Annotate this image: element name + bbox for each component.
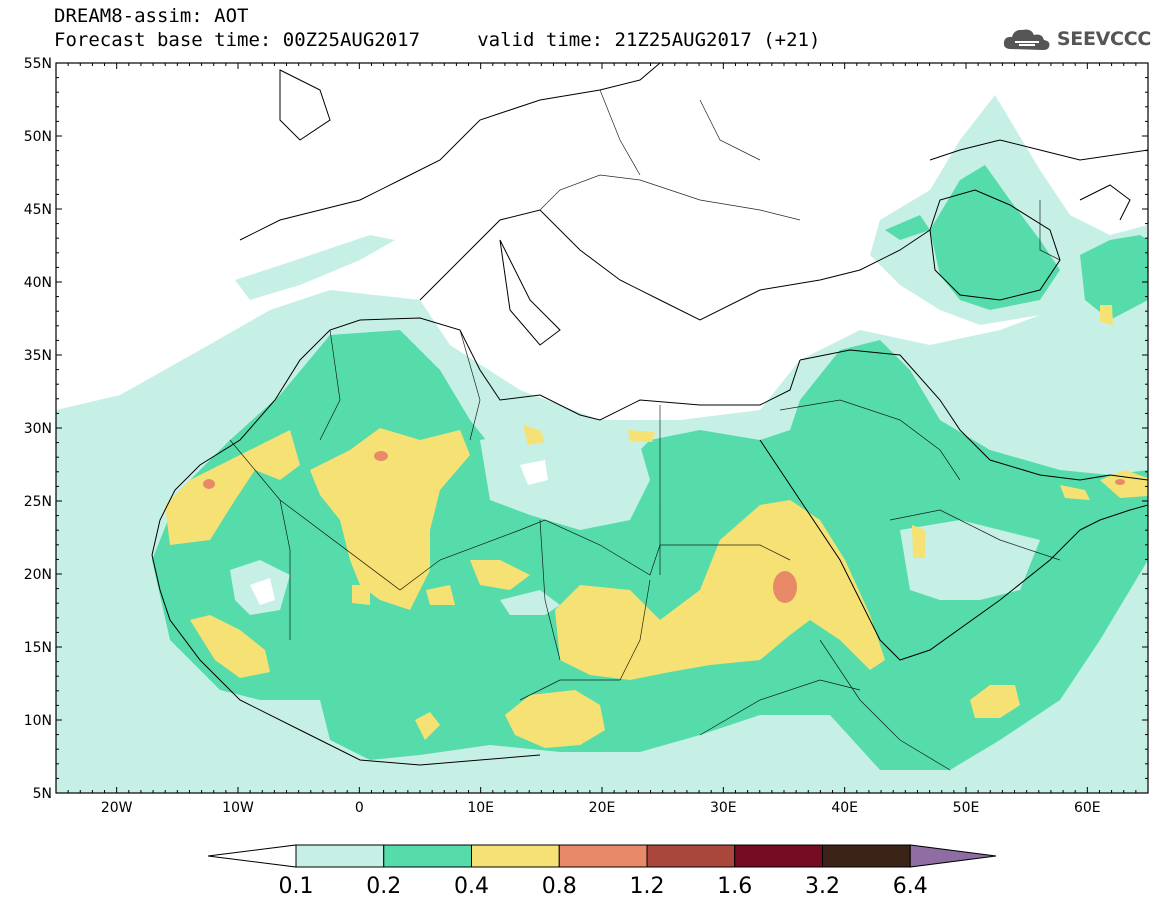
lat-label: 50N <box>24 129 52 145</box>
colorbar-label: 0.4 <box>454 874 489 899</box>
colorbar-swatch <box>822 844 911 868</box>
lat-label: 55N <box>24 56 52 72</box>
colorbar-swatch <box>295 844 385 868</box>
colorbar-swatch <box>734 844 823 868</box>
lon-label: 30E <box>710 800 737 816</box>
colorbar-swatch <box>558 844 648 868</box>
colorbar-label: 0.8 <box>542 874 577 899</box>
lon-label: 60E <box>1074 800 1101 816</box>
lon-label: 0 <box>355 800 364 816</box>
lat-label: 40N <box>24 275 52 291</box>
colorbar-swatch <box>383 844 472 868</box>
colorbar-label: 0.1 <box>279 874 314 899</box>
map-title: DREAM8-assim: AOT <box>54 5 249 27</box>
colorbar-label: 1.2 <box>630 874 665 899</box>
lat-label: 5N <box>33 786 52 802</box>
colorbar-over-triangle <box>909 844 997 868</box>
logo-text: SEEVCCC <box>1056 28 1151 50</box>
lon-labels: 20W 10W 0 10E 20E 30E 40E 50E 60E <box>101 800 1101 816</box>
lat-labels: 55N 50N 45N 40N 35N 30N 25N 20N 15N 10N 5N <box>24 56 52 802</box>
aot-field <box>56 63 1148 793</box>
colorbar-swatch <box>471 844 560 868</box>
lon-label: 20W <box>101 800 133 816</box>
forecast-times: Forecast base time: 00Z25AUG2017 valid t… <box>54 29 821 51</box>
lat-label: 30N <box>24 421 52 437</box>
lat-label: 10N <box>24 713 52 729</box>
lon-label: 10W <box>222 800 254 816</box>
lon-label: 40E <box>831 800 858 816</box>
colorbar-label: 6.4 <box>893 874 928 899</box>
lat-label: 45N <box>24 202 52 218</box>
lat-label: 20N <box>24 567 52 583</box>
axis-ticks <box>56 62 1148 794</box>
cloud-icon <box>1003 29 1050 50</box>
colorbar-label: 1.6 <box>717 874 752 899</box>
lon-label: 10E <box>467 800 494 816</box>
colorbar-swatch <box>646 844 736 868</box>
colorbar: 0.1 0.2 0.4 0.8 1.2 1.6 3.2 6.4 <box>207 844 997 899</box>
lat-label: 35N <box>24 348 52 364</box>
seevccc-logo: SEEVCCC <box>1001 24 1151 54</box>
aot-class-0.4 <box>165 305 1148 748</box>
lat-label: 15N <box>24 640 52 656</box>
aot-class-0.8 <box>203 451 1125 603</box>
colorbar-label: 3.2 <box>805 874 840 899</box>
aot-clear <box>250 460 548 605</box>
country-borders <box>229 89 1061 771</box>
colorbar-under-triangle <box>207 844 297 868</box>
lon-label: 50E <box>953 800 980 816</box>
colorbar-label: 0.2 <box>366 874 401 899</box>
lon-label: 20E <box>589 800 616 816</box>
aot-class-0.2 <box>152 165 1148 770</box>
lat-label: 25N <box>24 494 52 510</box>
